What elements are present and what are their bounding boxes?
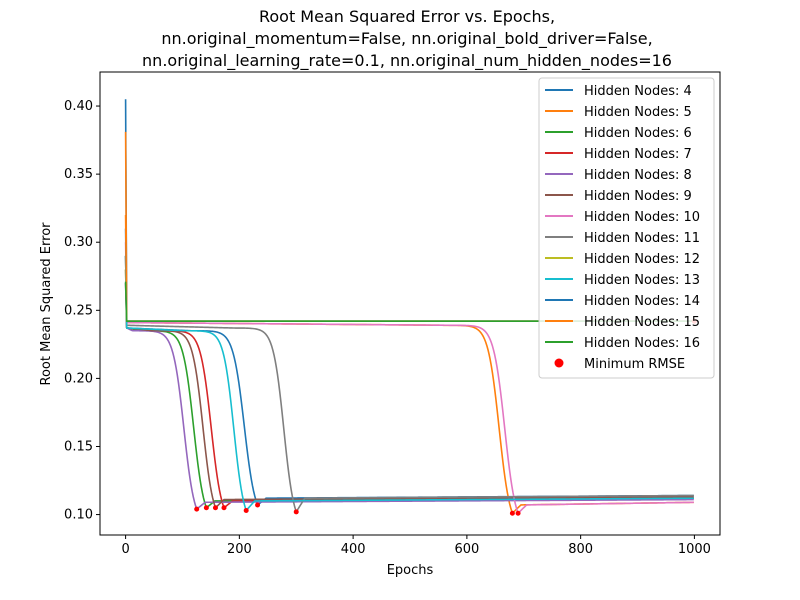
minimum-marker [255,502,261,508]
y-axis-label: Root Mean Squared Error [39,222,54,386]
legend-label: Minimum RMSE [584,357,685,372]
legend-label: Hidden Nodes: 9 [584,189,692,204]
minimum-marker [212,505,218,511]
y-tick-label: 0.35 [64,167,93,182]
minimum-marker [293,509,299,515]
y-tick-label: 0.20 [64,371,93,386]
legend-swatch [554,358,564,368]
series-line-hidden-nodes-10 [124,242,694,514]
minimum-marker [221,505,227,511]
legend-label: Hidden Nodes: 6 [584,126,692,141]
minimum-marker [243,507,249,513]
chart-title-line-3: nn.original_learning_rate=0.1, nn.origin… [142,51,672,71]
minimum-marker [509,510,515,516]
x-tick-label: 200 [227,542,252,557]
legend-label: Hidden Nodes: 14 [584,294,700,309]
y-tick-label: 0.30 [64,235,93,250]
x-axis: 0 200 400 600 800 1000 [121,535,711,557]
series-line-hidden-nodes-13 [124,255,694,511]
x-tick-label: 400 [341,542,366,557]
x-tick-label: 600 [454,542,479,557]
legend-label: Hidden Nodes: 12 [584,252,700,267]
plot-area-frame [99,71,721,536]
legend-label: Hidden Nodes: 5 [584,105,692,120]
legend-label: Hidden Nodes: 8 [584,168,692,183]
x-tick-label: 800 [568,542,593,557]
legend-label: Hidden Nodes: 7 [584,147,692,162]
legend-label: Hidden Nodes: 10 [584,210,700,225]
y-tick-label: 0.10 [64,508,93,523]
y-tick-label: 0.40 [64,99,93,114]
chart-title: Root Mean Squared Error vs. Epochs, nn.o… [142,7,672,71]
x-tick-label: 1000 [678,542,711,557]
x-tick-label: 0 [121,542,129,557]
legend-label: Hidden Nodes: 15 [584,315,700,330]
legend-label: Hidden Nodes: 13 [584,273,700,288]
x-axis-label: Epochs [387,563,434,578]
legend-box [538,77,715,379]
series-line-hidden-nodes-11 [124,255,694,512]
y-tick-label: 0.25 [64,303,93,318]
legend-label: Hidden Nodes: 11 [584,231,700,246]
y-axis: 0.10 0.15 0.20 0.25 0.30 0.35 0.40 [64,99,100,523]
chart-title-line-2: nn.original_momentum=False, nn.original_… [161,29,652,49]
minimum-marker [203,505,209,511]
legend: Hidden Nodes: 4 Hidden Nodes: 5 Hidden Nod… [538,77,715,379]
series-line-hidden-nodes-9 [124,269,694,509]
legend-label: Hidden Nodes: 4 [584,84,692,99]
y-tick-label: 0.15 [64,439,93,454]
minimum-marker [515,510,521,516]
chart-title-line-1: Root Mean Squared Error vs. Epochs, [259,7,555,26]
minimum-marker [194,506,200,512]
legend-label: Hidden Nodes: 16 [584,336,700,351]
